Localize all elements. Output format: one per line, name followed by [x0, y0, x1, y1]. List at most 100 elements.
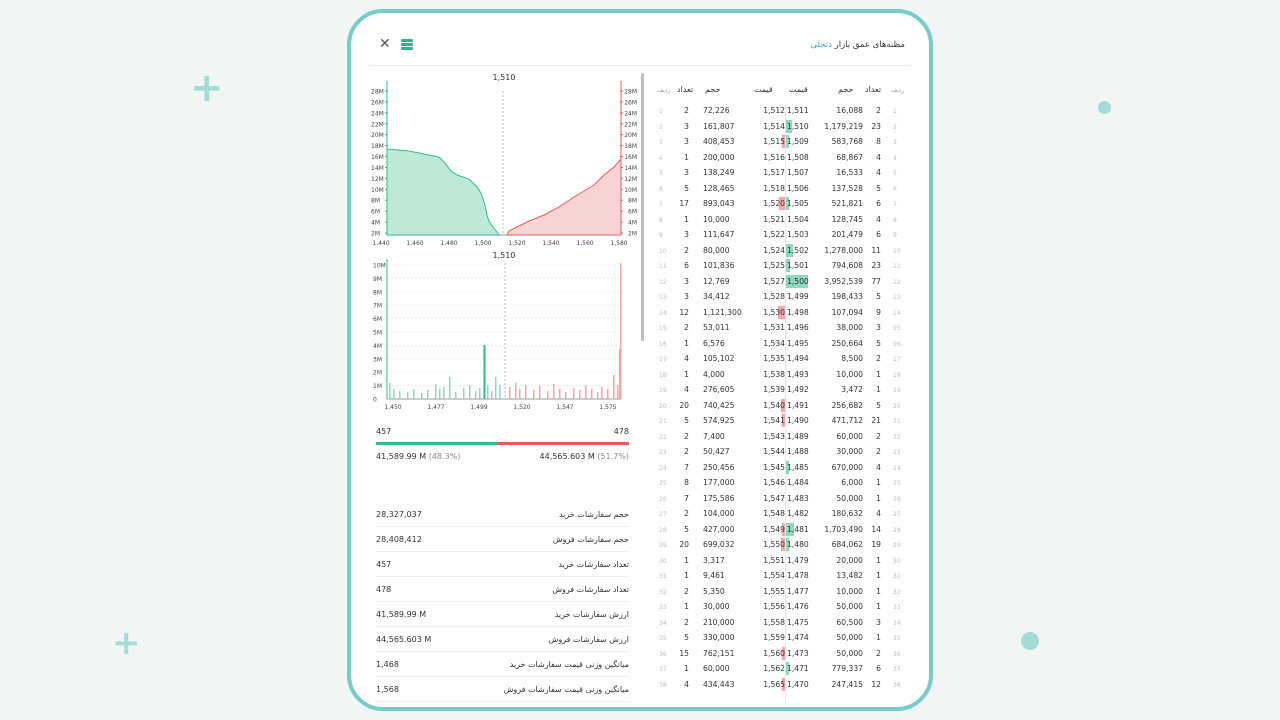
sell-volume: 740,425: [703, 400, 735, 410]
buy-volume: 50,000: [836, 633, 863, 642]
row-index: 19: [893, 387, 901, 394]
order-book-row[interactable]: 2 3 161,807 1,514 1,510 1,179,219 23 2: [655, 119, 911, 135]
buy-count: 14: [871, 524, 881, 534]
sell-price: 1,539: [763, 385, 785, 394]
sell-count: 5: [684, 633, 689, 642]
order-book-row[interactable]: 9 3 111,647 1,522 1,503 201,479 6 9: [655, 227, 911, 243]
y-tick-label-right: 10M: [624, 187, 637, 194]
dialog-header: ✕ مظنه‌های عمق بازار دنجلی: [351, 13, 929, 67]
order-book-row[interactable]: 26 7 175,586 1,547 1,483 50,000 1 26: [655, 491, 911, 507]
sell-volume-bar: [573, 388, 575, 399]
order-book-row[interactable]: 20 20 740,425 1,540 1,491 256,682 5 20: [655, 398, 911, 414]
order-book-row[interactable]: 32 2 5,350 1,555 1,477 10,000 1 32: [655, 584, 911, 600]
row-index: 17: [659, 356, 667, 363]
stat-row: 1,568 میانگین وزنی قیمت سفارشات فروش: [376, 677, 629, 702]
sell-price: 1,517: [763, 168, 785, 177]
order-book-row[interactable]: 13 3 34,412 1,528 1,499 198,433 5 13: [655, 289, 911, 305]
order-book-row[interactable]: 36 15 762,151 1,560 1,473 50,000 2 36: [655, 646, 911, 662]
stat-value: 41,589.99 M: [376, 610, 427, 619]
order-book-row[interactable]: 25 8 177,000 1,546 1,484 6,000 1 25: [655, 475, 911, 491]
order-book-row[interactable]: 23 2 50,427 1,544 1,488 30,000 2 23: [655, 444, 911, 460]
order-book-row[interactable]: 8 1 10,000 1,521 1,504 128,745 4 8: [655, 212, 911, 228]
row-index: 6: [659, 185, 663, 193]
row-index: 27: [659, 511, 667, 518]
order-book-row[interactable]: 27 2 104,000 1,548 1,482 180,632 4 27: [655, 506, 911, 522]
order-book-row[interactable]: 11 6 101,836 1,525 1,501 794,608 23 11: [655, 258, 911, 274]
sell-volume-bar: [779, 197, 785, 210]
sell-count: 7: [684, 462, 689, 472]
buy-count: 1: [876, 478, 881, 487]
sell-count: 12: [679, 307, 689, 317]
order-book-row[interactable]: 24 7 250,456 1,545 1,485 670,000 4 24: [655, 460, 911, 476]
order-book-row[interactable]: 6 5 128,465 1,518 1,506 137,528 5 6: [655, 181, 911, 197]
order-book-row[interactable]: 5 3 138,249 1,517 1,507 16,533 4 5: [655, 165, 911, 181]
order-book-row[interactable]: 21 5 574,925 1,541 1,490 471,712 21 21: [655, 413, 911, 429]
row-index: 20: [893, 402, 901, 410]
order-book-row[interactable]: 28 5 427,000 1,549 1,481 1,703,490 14 28: [655, 522, 911, 538]
sell-volume: 105,102: [703, 354, 735, 363]
buy-volume-bar: [499, 385, 501, 399]
order-book-row[interactable]: 14 12 1,121,300 1,530 1,498 107,094 9 14: [655, 305, 911, 321]
sell-volume-bar: [565, 392, 567, 399]
sell-volume-bar: [515, 383, 517, 399]
order-book-row[interactable]: 35 5 330,000 1,559 1,474 50,000 1 35: [655, 630, 911, 646]
order-book-row[interactable]: 4 1 200,000 1,516 1,508 68,867 4 4: [655, 150, 911, 166]
order-book-row[interactable]: 38 4 434,443 1,565 1,470 247,415 12 38: [655, 677, 911, 693]
row-index: 12: [893, 278, 901, 286]
y-tick-label: 2M: [373, 370, 382, 377]
row-index: 1: [659, 108, 663, 115]
order-book-row[interactable]: 29 20 699,032 1,550 1,480 684,062 19 29: [655, 537, 911, 553]
order-book-row[interactable]: 34 2 210,000 1,558 1,475 60,500 3 34: [655, 615, 911, 631]
sell-count: 1: [684, 571, 689, 580]
sell-volume-bar: [591, 389, 593, 399]
x-tick-label: 1,580: [610, 240, 627, 247]
row-index: 15: [893, 325, 901, 332]
buy-count: 5: [876, 183, 881, 193]
x-tick-label: 1,477: [427, 404, 444, 411]
order-book-row[interactable]: 31 1 9,461 1,554 1,478 13,482 1 31: [655, 568, 911, 584]
y-tick-label-left: 6M: [371, 209, 380, 216]
sell-volume-bar: [509, 387, 511, 399]
buy-price: 1,494: [787, 354, 809, 363]
y-tick-label-right: 6M: [628, 209, 637, 216]
order-book-row[interactable]: 10 2 80,000 1,524 1,502 1,278,000 11 10: [655, 243, 911, 259]
row-index: 19: [659, 387, 667, 394]
order-book-row[interactable]: 1 2 72,226 1,512 1,511 16,088 2 1: [655, 103, 911, 119]
row-index: 2: [893, 123, 897, 131]
sell-count: 3: [684, 137, 689, 146]
sell-volume-bar: [607, 389, 609, 399]
order-book-row[interactable]: 7 17 893,043 1,520 1,505 521,821 6 7: [655, 196, 911, 212]
order-book-row[interactable]: 30 1 3,317 1,551 1,479 20,000 1 30: [655, 553, 911, 569]
order-book-row[interactable]: 33 1 30,000 1,556 1,476 50,000 1 33: [655, 599, 911, 615]
buy-count: 5: [876, 292, 881, 301]
order-book-row[interactable]: 15 2 53,011 1,531 1,496 38,000 3 15: [655, 320, 911, 336]
buy-price: 1,504: [787, 214, 809, 224]
decorative-plus: +: [190, 65, 224, 111]
order-book-row[interactable]: 18 1 4,000 1,538 1,493 10,000 1 18: [655, 367, 911, 383]
buy-volume-bar: [786, 119, 792, 133]
buy-volume: 68,867: [836, 152, 863, 162]
volume-chart: 1,510 10M 9M 8M 7M 6M 5M 4M 3M 2M 1M 0 1,450 1,477 1,4…: [373, 251, 622, 411]
sell-volume: 4,000: [703, 369, 725, 379]
buy-volume-bar: [435, 384, 437, 399]
order-book-row[interactable]: 16 1 6,576 1,534 1,495 250,664 5 16: [655, 336, 911, 352]
order-book-row[interactable]: 22 2 7,400 1,543 1,489 60,000 2 22: [655, 429, 911, 445]
order-book-row[interactable]: 37 1 60,000 1,562 1,471 779,337 6 37: [655, 661, 911, 677]
close-icon[interactable]: ✕: [379, 36, 391, 52]
sell-count: 3: [684, 121, 689, 131]
database-icon[interactable]: [401, 39, 413, 51]
buy-volume: 20,000: [836, 555, 863, 565]
order-book-row[interactable]: 3 3 408,453 1,515 1,509 583,768 8 3: [655, 134, 911, 150]
book-divider: [785, 103, 786, 703]
order-book-row[interactable]: 17 4 105,102 1,535 1,494 8,500 2 17: [655, 351, 911, 367]
buy-volume: 30,000: [836, 447, 863, 456]
row-index: 10: [893, 247, 901, 255]
scrollbar[interactable]: [641, 73, 644, 341]
row-index: 29: [893, 542, 901, 549]
sell-volume: 161,807: [703, 121, 735, 131]
order-book-row[interactable]: 19 4 276,605 1,539 1,492 3,472 1 19: [655, 382, 911, 398]
sell-price: 1,560: [763, 648, 785, 658]
ask-depth-area: [506, 157, 622, 236]
order-book-row[interactable]: 12 3 12,769 1,527 1,500 3,952,539 77 12: [655, 274, 911, 290]
sell-price: 1,546: [763, 478, 785, 487]
